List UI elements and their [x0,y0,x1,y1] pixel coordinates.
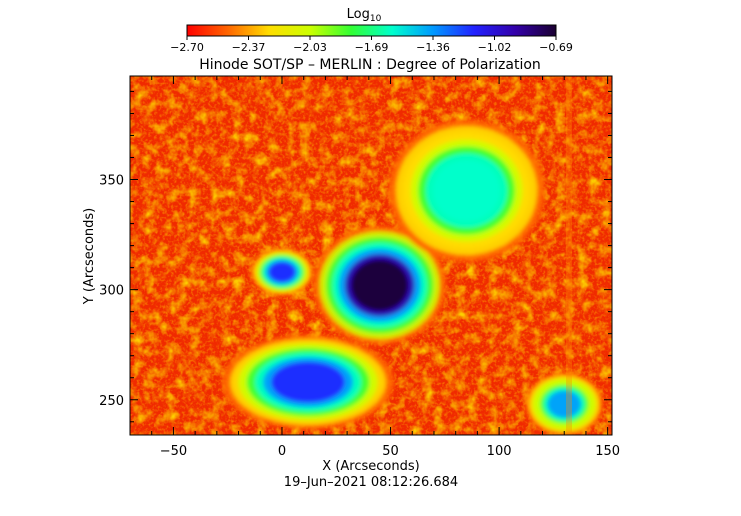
feature-plage-patch [388,119,545,262]
colorbar-tick-label: −1.36 [416,41,450,54]
plot-frame [129,75,613,436]
colorbar-tick-label: −1.02 [478,41,512,54]
colorbar-tick-label: −2.70 [170,41,204,54]
polarization-map [130,76,612,435]
y-tick-label: 350 [99,174,124,189]
x-axis-label: X (Arcseconds) [322,459,419,474]
x-tick-label: 150 [595,444,620,459]
x-tick-label: −50 [160,444,187,459]
y-axis: 250 300 350 [99,90,612,423]
colorbar-tick-label: −0.69 [539,41,573,54]
vertical-stripe [566,76,572,435]
x-tick-label: 0 [278,444,286,459]
feature-sunspot-umbra [313,225,447,345]
x-tick-label: 50 [382,444,399,459]
colorbar-label: Log10 [347,7,382,24]
colorbar-tick-label: −2.03 [293,41,327,54]
colorbar-tick-label: −2.37 [232,41,266,54]
feature-network-patch [525,372,604,435]
colorbar [186,24,557,37]
y-axis-label: Y (Arcseconds) [82,208,97,305]
chart-title: Hinode SOT/SP – MERLIN : Degree of Polar… [199,57,541,73]
feature-plage-patch [222,334,395,430]
feature-plage-patch [250,248,314,296]
x-tick-label: 100 [487,444,512,459]
y-tick-label: 300 [99,284,124,299]
timestamp: 19–Jun–2021 08:12:26.684 [284,475,458,490]
colorbar-tick-label: −1.69 [355,41,389,54]
x-axis: −50 0 50 100 150 [151,76,620,459]
colorbar-ticks: −2.70 −2.37 −2.03 −1.69 −1.36 −1.02 −0.69 [170,36,573,54]
y-tick-label: 250 [99,394,124,409]
